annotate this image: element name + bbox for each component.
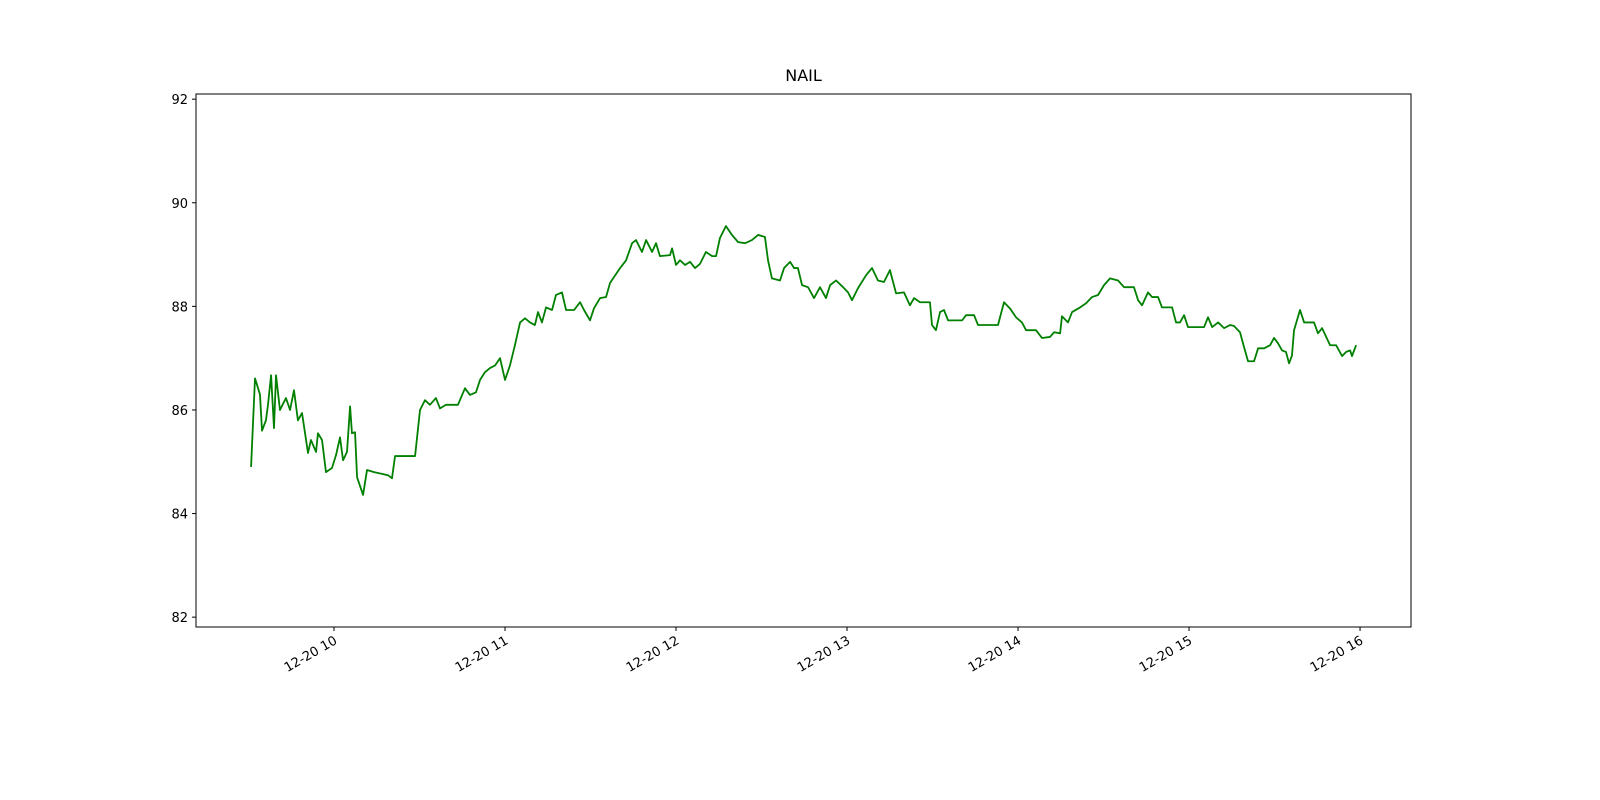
chart-title: NAIL: [785, 66, 822, 85]
y-tick-label: 88: [171, 300, 188, 315]
y-tick-label: 86: [171, 404, 188, 419]
y-tick-label: 82: [171, 611, 188, 626]
price-line: [250, 225, 1357, 496]
y-tick-label: 84: [171, 508, 188, 523]
plot-frame: [195, 93, 1412, 628]
y-tick-label: 92: [171, 93, 188, 108]
y-tick-label: 90: [171, 197, 188, 212]
